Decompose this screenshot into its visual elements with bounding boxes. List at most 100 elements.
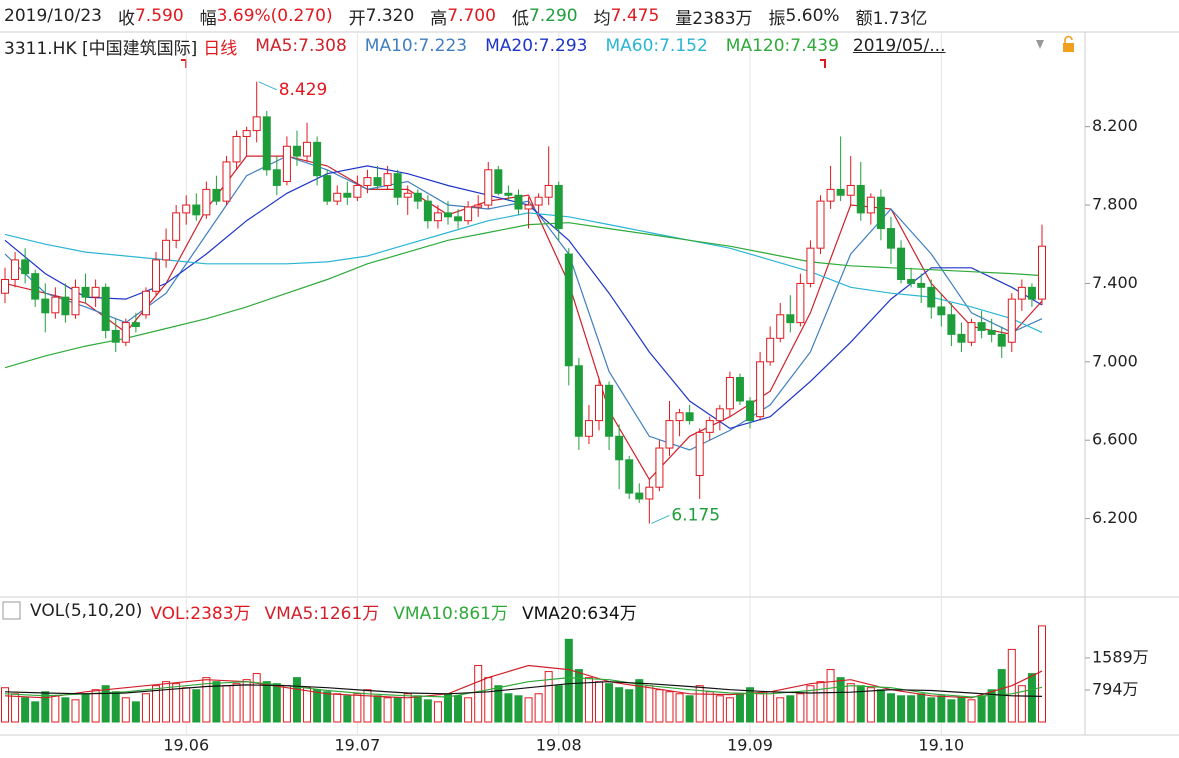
legend-entry: MA120:7.439: [725, 36, 839, 56]
volume-bar: [41, 691, 50, 723]
annotation: 6.175: [671, 505, 720, 525]
volume-bar: [121, 697, 130, 723]
volume-bar: [584, 677, 593, 723]
quote-value: 2383万: [692, 8, 753, 29]
y-tick-label: 1589万: [1092, 647, 1149, 666]
legend-entry: VMA10:861万: [393, 603, 508, 624]
candle-body: [554, 184, 563, 230]
legend-entry: VOL:2383万: [150, 603, 251, 624]
volume-bar: [917, 693, 926, 723]
candle-body: [1038, 245, 1046, 300]
dropdown-icon[interactable]: [1036, 40, 1044, 49]
volume-bar: [947, 699, 956, 723]
quote-label: 振: [768, 8, 786, 29]
volume-bar: [524, 697, 533, 723]
candle-body: [1, 279, 9, 294]
candle-body: [41, 298, 50, 314]
candle-body: [111, 329, 120, 343]
y-tick-label: 7.800: [1092, 195, 1138, 214]
candle-body: [272, 169, 281, 186]
volume-legend: VOL(5,10,20) VOL:2383万 VMA5:1261万 VMA10:861…: [30, 599, 637, 624]
lock-icon[interactable]: [1063, 43, 1074, 52]
candle-body: [685, 412, 694, 422]
volume-bar: [162, 681, 171, 723]
quote-value: 7.290: [528, 6, 578, 26]
ma-line: [4, 681, 1043, 697]
x-tick-label: 19.07: [334, 736, 380, 755]
candle-body: [796, 282, 805, 324]
volume-bar: [81, 693, 90, 723]
volume-bar: [665, 691, 674, 723]
volume-bar: [866, 687, 875, 723]
candle-body: [71, 286, 80, 316]
candle-body: [323, 175, 332, 202]
candle-body: [31, 273, 40, 300]
volume-bar: [71, 699, 80, 723]
candle-body: [907, 279, 916, 284]
quote-bar: 2019/10/23 收 7.590 幅 3.69%(0.270) 开 7.320 高 7.70…: [4, 4, 927, 29]
candle-body: [182, 204, 191, 214]
volume-bar: [494, 685, 503, 723]
volume-bar: [886, 693, 895, 723]
candle-body: [403, 192, 412, 198]
candle-body: [252, 116, 261, 132]
quote-value: 3.69%(0.270): [216, 6, 333, 26]
volume-bar: [303, 687, 312, 723]
volume-bar: [141, 693, 150, 723]
volume-bar: [776, 697, 785, 723]
candle-body: [987, 329, 996, 335]
candle-body: [967, 322, 976, 343]
volume-bar: [725, 697, 734, 723]
volume-bar: [222, 685, 231, 723]
ma-line: [4, 155, 1043, 481]
candle-body: [443, 212, 452, 218]
volume-bar: [645, 685, 654, 723]
candle-body: [262, 116, 271, 171]
volume-bar: [373, 695, 382, 723]
volume-bar: [816, 681, 825, 723]
volume-bar: [836, 677, 845, 723]
candle-body: [1007, 298, 1016, 343]
volume-bar: [826, 669, 835, 723]
volume-bar: [11, 693, 20, 723]
quote-value: 7.320: [365, 6, 415, 26]
volume-bar: [313, 689, 322, 723]
x-tick-label: 19.06: [163, 736, 209, 755]
candle-body: [856, 184, 865, 214]
volume-bar: [91, 689, 100, 723]
annotation-arrow: [258, 81, 277, 91]
price-legend: 3311.HK [中国建筑国际] 日线 MA5:7.308 MA10:7.223 MA2…: [4, 34, 946, 59]
volume-bar: [111, 691, 120, 723]
candle-body: [464, 206, 473, 222]
annotation: 8.429: [279, 80, 328, 100]
volume-bar: [1017, 685, 1026, 723]
candle-body: [564, 253, 573, 367]
volume-bar: [504, 693, 513, 723]
volume-bar: [131, 701, 140, 723]
quote-label: 高: [430, 8, 448, 29]
volume-bar: [595, 681, 604, 723]
candle-body: [21, 259, 30, 275]
y-tick-label: 7.400: [1092, 273, 1138, 292]
volume-bar: [605, 683, 614, 723]
y-tick-label: 794万: [1092, 679, 1139, 698]
volume-bar: [907, 695, 916, 723]
range-label[interactable]: 2019/05/...: [852, 36, 946, 56]
candle-body: [655, 447, 664, 488]
candle-body: [846, 184, 855, 196]
help-icon[interactable]: [2, 601, 21, 620]
candle-body: [1017, 286, 1026, 300]
quote-date: 2019/10/23: [4, 6, 102, 26]
candle-body: [192, 204, 201, 216]
candle-body: [292, 145, 301, 157]
volume-bar: [172, 683, 181, 723]
volume-bar: [897, 695, 906, 723]
volume-bar: [333, 693, 342, 723]
volume-bar: [262, 681, 271, 723]
volume-bar: [353, 693, 362, 723]
volume-bar: [1, 687, 9, 723]
legend-entry: MA60:7.152: [605, 36, 708, 56]
legend-entry: VMA20:634万: [522, 603, 637, 624]
volume-bar: [675, 693, 684, 723]
volume-bar: [192, 689, 201, 723]
